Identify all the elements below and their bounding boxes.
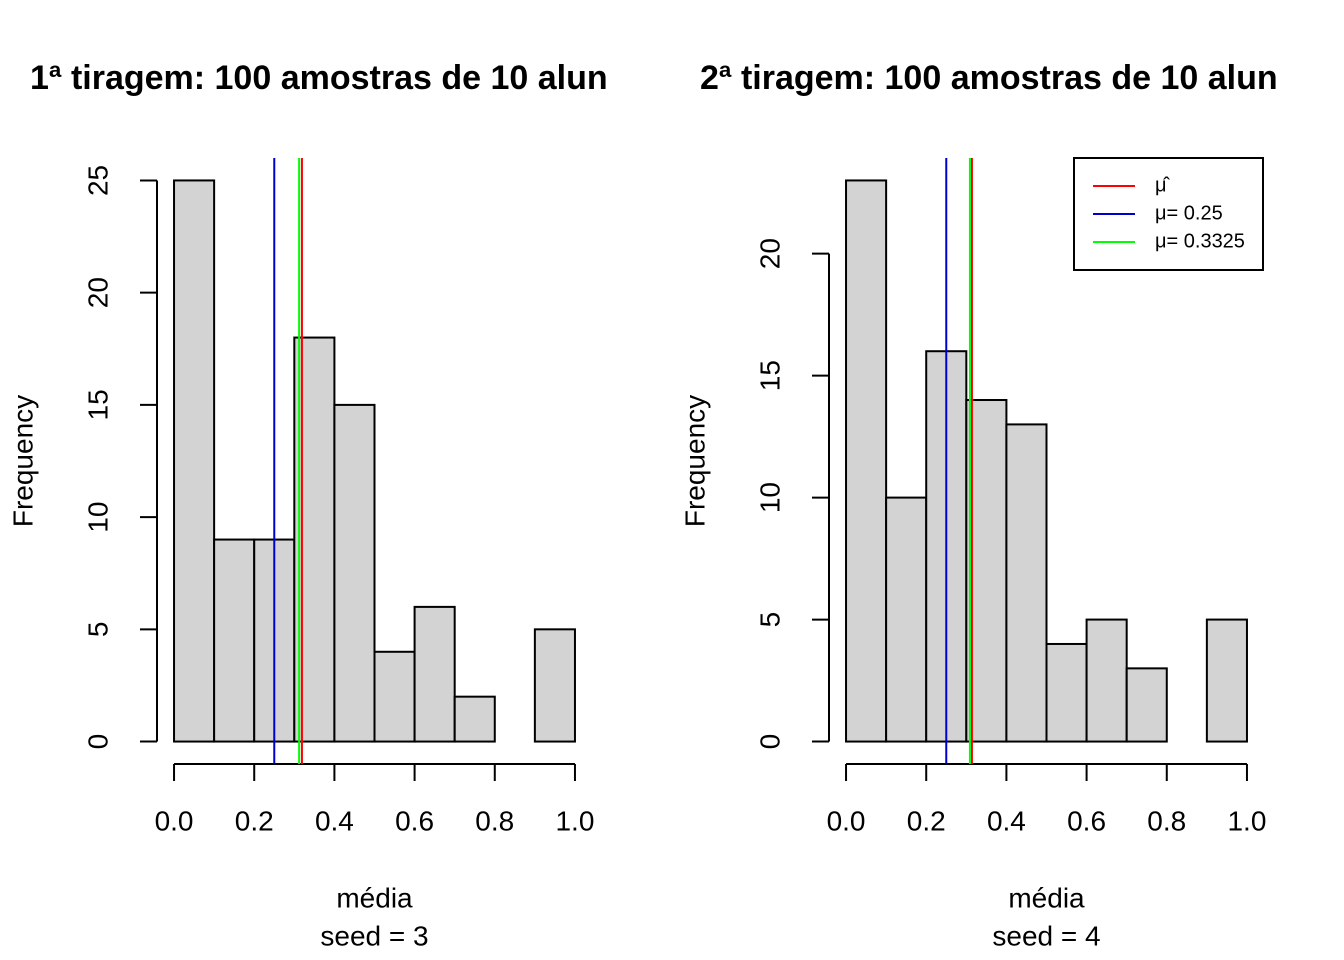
bar: [373, 650, 416, 743]
y-tick-label: 5: [82, 622, 113, 638]
x-axis-label: média: [336, 882, 413, 913]
x-tick-label: 0.6: [1067, 805, 1106, 836]
y-tick-label: 0: [82, 734, 113, 750]
bar: [1125, 667, 1168, 743]
y-tick-label: 25: [82, 165, 113, 196]
bar: [213, 538, 256, 743]
y-tick-label: 10: [82, 502, 113, 533]
x-tick-label: 0.0: [827, 805, 866, 836]
y-tick-label: 20: [82, 277, 113, 308]
bar: [1005, 423, 1048, 743]
y-tick-label: 15: [82, 389, 113, 420]
bar: [885, 496, 928, 743]
bar: [1085, 618, 1128, 743]
bar: [1045, 642, 1088, 743]
x-tick-label: 0.4: [987, 805, 1026, 836]
subtitle: seed = 4: [992, 920, 1100, 951]
x-tick-label: 0.6: [395, 805, 434, 836]
y-tick-label: 5: [754, 612, 785, 628]
bar: [413, 605, 456, 743]
x-tick-label: 1.0: [555, 805, 594, 836]
y-tick-label: 0: [754, 734, 785, 750]
y-tick-label: 15: [754, 360, 785, 391]
bar: [1205, 618, 1248, 743]
y-axis-label: Frequency: [7, 395, 38, 527]
bar: [453, 695, 496, 743]
bar: [293, 336, 336, 743]
x-tick-label: 0.0: [155, 805, 194, 836]
legend-label: μ= 0.25: [1155, 202, 1223, 224]
x-axis-label: média: [1008, 882, 1085, 913]
panel: 2ª tiragem: 100 amostras de 10 alun média…: [679, 59, 1277, 951]
y-axis-label: Frequency: [679, 395, 710, 527]
chart-title: 2ª tiragem: 100 amostras de 10 alun: [700, 59, 1278, 97]
x-tick-label: 0.8: [1147, 805, 1186, 836]
subtitle: seed = 3: [320, 920, 428, 951]
bar: [965, 399, 1008, 743]
bar: [333, 403, 376, 743]
y-tick-label: 10: [754, 482, 785, 513]
bar: [533, 628, 576, 743]
x-tick-label: 1.0: [1227, 805, 1266, 836]
x-tick-label: 0.4: [315, 805, 354, 836]
bar: [173, 179, 216, 743]
bar: [845, 179, 888, 743]
chart-title: 1ª tiragem: 100 amostras de 10 alun: [30, 59, 608, 97]
x-tick-label: 0.8: [475, 805, 514, 836]
x-tick-label: 0.2: [907, 805, 946, 836]
panel: 1ª tiragem: 100 amostras de 10 alun média…: [7, 59, 607, 951]
x-tick-label: 0.2: [235, 805, 274, 836]
y-tick-label: 20: [754, 238, 785, 269]
legend-label: μ= 0.3325: [1155, 230, 1245, 252]
